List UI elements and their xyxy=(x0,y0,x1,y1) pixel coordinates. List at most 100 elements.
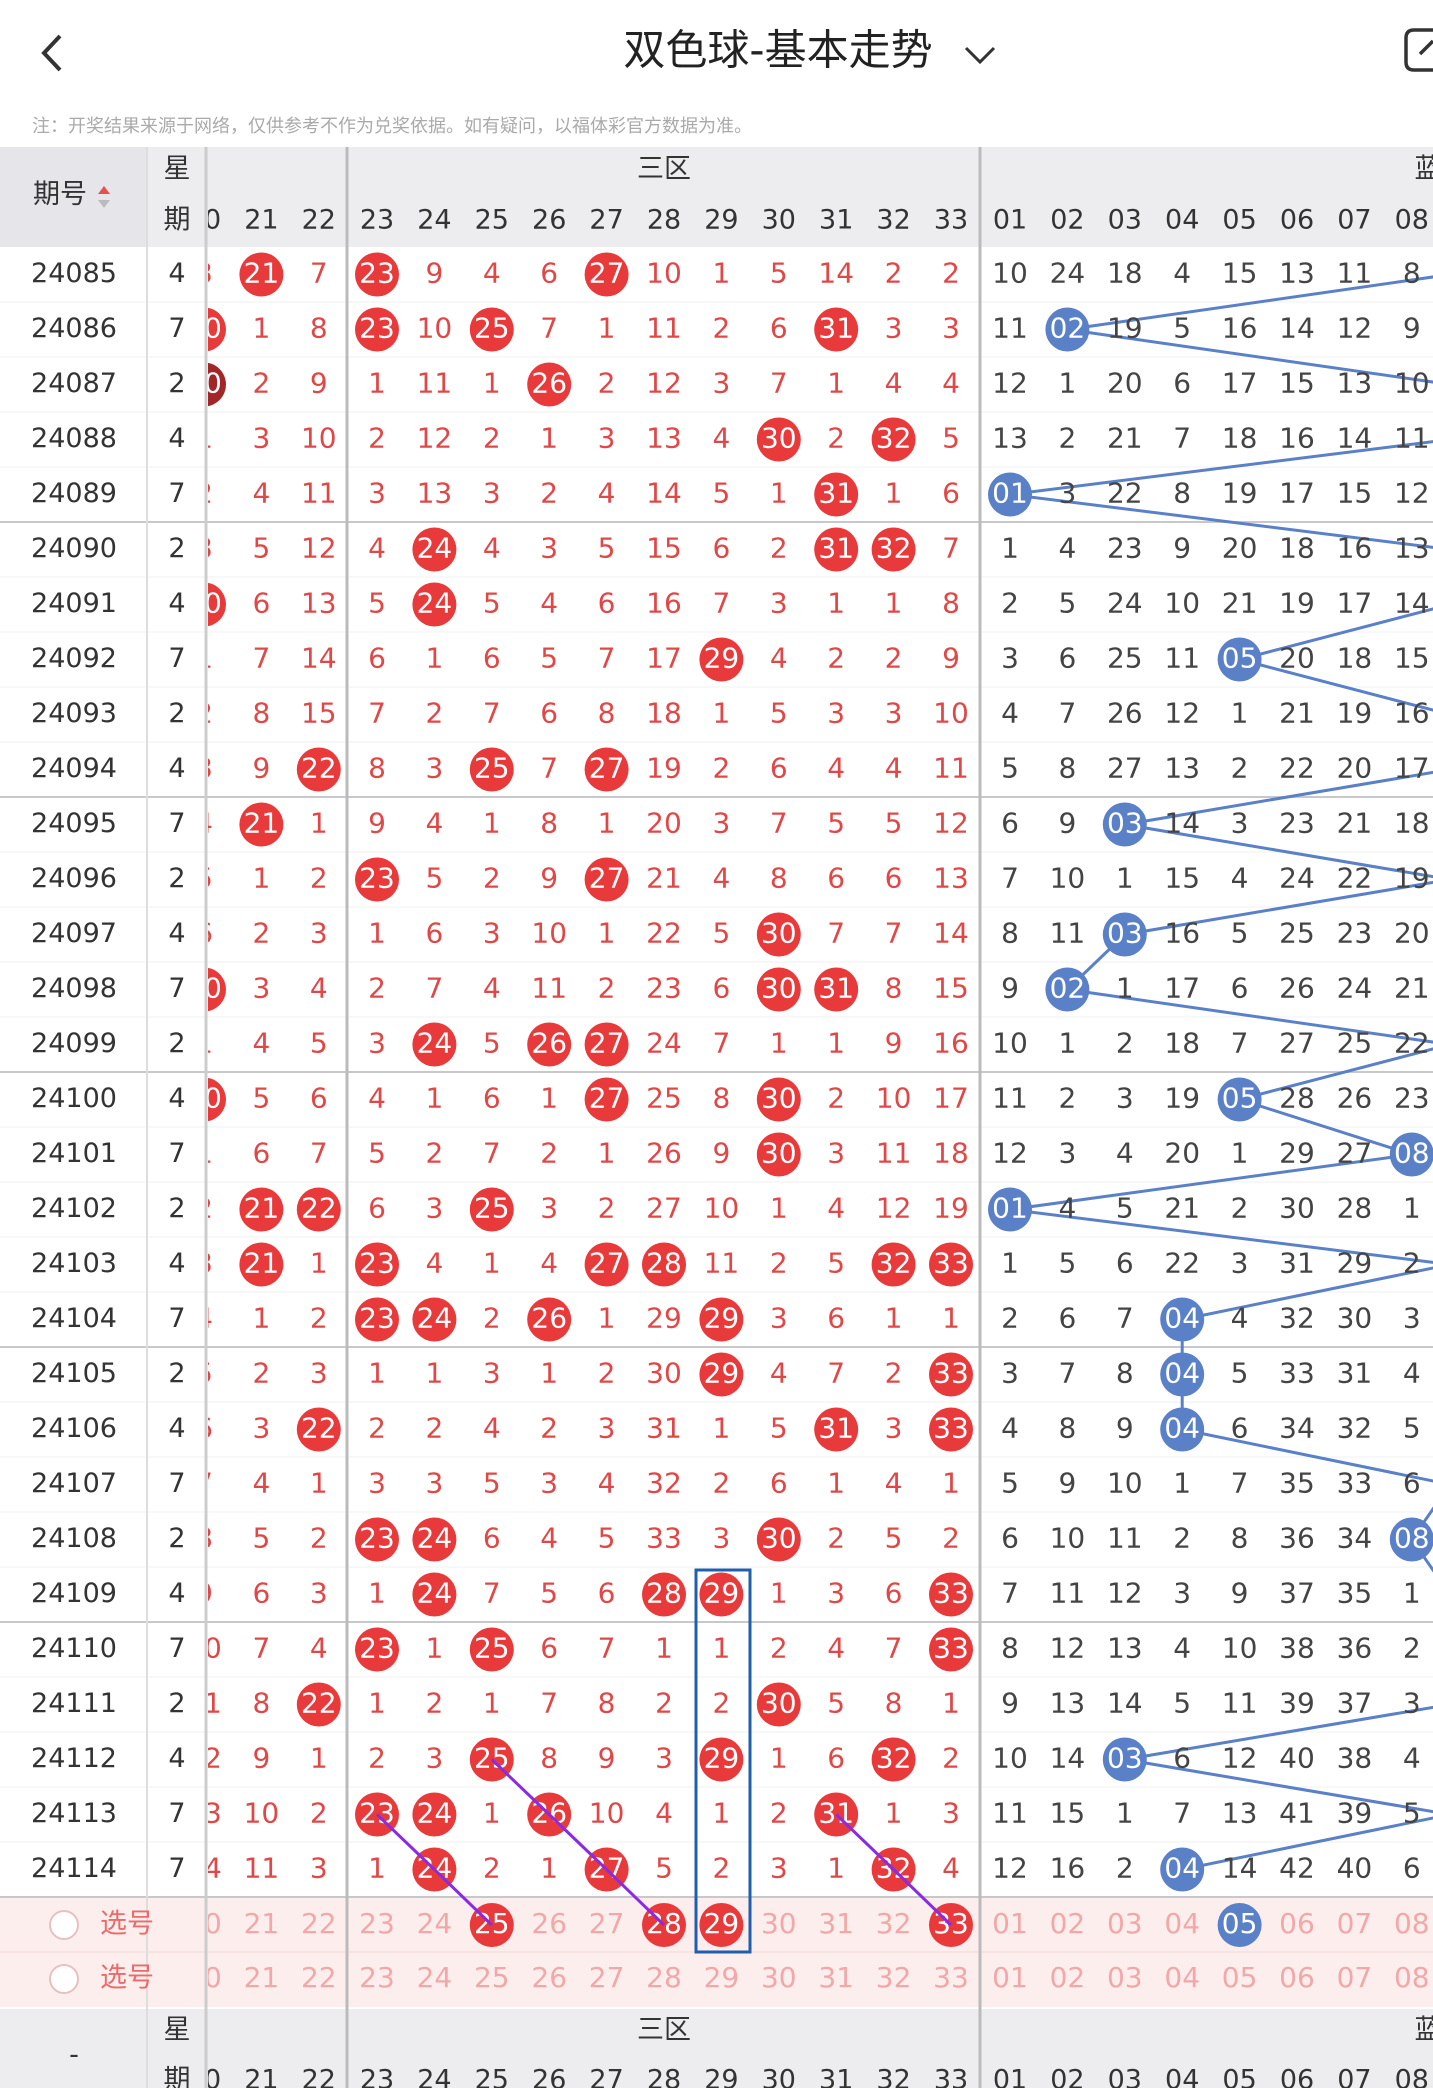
select-number[interactable]: 24 xyxy=(417,1961,453,1994)
select-number[interactable]: 26 xyxy=(531,1907,567,1940)
period: 24094 xyxy=(31,753,117,784)
red-omission: 21 xyxy=(646,862,682,895)
red-omission: 3 xyxy=(540,532,558,565)
blue-omission: 18 xyxy=(1394,807,1430,840)
title-dropdown[interactable] xyxy=(964,46,996,65)
red-omission: 6 xyxy=(252,1577,270,1610)
blue-omission: 19 xyxy=(1394,862,1430,895)
select-number[interactable]: 01 xyxy=(992,1961,1028,1994)
red-omission: 7 xyxy=(885,1632,903,1665)
red-omission: 1 xyxy=(598,807,616,840)
select-number[interactable]: 22 xyxy=(301,1961,337,1994)
blue-omission: 15 xyxy=(1222,257,1258,290)
weekday: 4 xyxy=(168,1578,185,1609)
red-ball[interactable] xyxy=(699,1903,744,1947)
period-header[interactable]: 期号 xyxy=(33,179,87,210)
select-number[interactable]: 04 xyxy=(1164,1961,1200,1994)
weekday: 7 xyxy=(168,1853,185,1884)
select-radio[interactable] xyxy=(49,1910,79,1940)
select-number[interactable]: 24 xyxy=(417,1907,453,1940)
select-number[interactable]: 05 xyxy=(1222,1961,1258,1994)
red-omission: 7 xyxy=(827,917,845,950)
back-button[interactable] xyxy=(41,34,62,72)
select-number[interactable]: 03 xyxy=(1107,1961,1143,1994)
period: 24112 xyxy=(31,1743,117,1774)
red-ball xyxy=(469,1187,514,1232)
select-label[interactable]: 选号 xyxy=(100,1909,154,1940)
red-ball-number: 32 xyxy=(876,422,912,455)
red-ball-number: 20 xyxy=(186,367,222,400)
blue-omission: 2 xyxy=(1001,587,1019,620)
red-omission: 2 xyxy=(712,1687,730,1720)
red-omission: 6 xyxy=(425,917,443,950)
blue-ball[interactable] xyxy=(1217,1903,1262,1947)
page-title[interactable]: 双色球-基本走势 xyxy=(623,26,932,75)
select-number[interactable]: 03 xyxy=(1107,1907,1143,1940)
select-number[interactable]: 25 xyxy=(474,1961,510,1994)
select-number[interactable]: 26 xyxy=(531,1961,567,1994)
red-ball-number[interactable]: 29 xyxy=(704,1907,740,1940)
blue-omission: 38 xyxy=(1279,1632,1315,1665)
select-number[interactable]: 29 xyxy=(704,1961,740,1994)
column-header: 06 xyxy=(1280,2065,1314,2088)
select-number[interactable]: 08 xyxy=(1394,1907,1430,1940)
red-omission: 2 xyxy=(368,1742,386,1775)
blue-omission: 16 xyxy=(1394,697,1430,730)
select-number[interactable]: 04 xyxy=(1164,1907,1200,1940)
select-number[interactable]: 21 xyxy=(244,1907,280,1940)
trend-line xyxy=(1009,493,1433,549)
select-number[interactable]: 07 xyxy=(1337,1907,1373,1940)
red-omission: 1 xyxy=(827,587,845,620)
select-label[interactable]: 选号 xyxy=(100,1963,154,1994)
blue-omission: 2 xyxy=(1231,1192,1249,1225)
blue-ball xyxy=(988,472,1032,517)
select-number[interactable]: 22 xyxy=(301,1907,337,1940)
select-number[interactable]: 06 xyxy=(1279,1907,1315,1940)
select-number[interactable]: 33 xyxy=(933,1961,969,1994)
select-number[interactable]: 02 xyxy=(1050,1907,1086,1940)
select-number[interactable]: 30 xyxy=(761,1907,797,1940)
select-number[interactable]: 20 xyxy=(186,1961,222,1994)
select-radio[interactable] xyxy=(49,1964,79,1994)
red-omission: 13 xyxy=(417,477,453,510)
select-number[interactable]: 20 xyxy=(186,1907,222,1940)
blue-ball-number[interactable]: 05 xyxy=(1222,1907,1258,1940)
select-number[interactable]: 27 xyxy=(589,1961,625,1994)
red-omission: 15 xyxy=(301,697,337,730)
red-omission: 3 xyxy=(310,1357,328,1390)
select-number[interactable]: 06 xyxy=(1279,1961,1315,1994)
weekday: 2 xyxy=(168,1688,185,1719)
column-header: 08 xyxy=(1395,205,1429,236)
select-number[interactable]: 32 xyxy=(876,1907,912,1940)
blue-omission: 5 xyxy=(1403,1797,1421,1830)
period: 24106 xyxy=(31,1413,117,1444)
sort-icon[interactable] xyxy=(98,200,110,208)
select-number[interactable]: 30 xyxy=(761,1961,797,1994)
blue-omission: 4 xyxy=(1001,1412,1019,1445)
select-number[interactable]: 27 xyxy=(589,1907,625,1940)
red-omission: 19 xyxy=(933,1192,969,1225)
select-number[interactable]: 31 xyxy=(818,1907,854,1940)
select-number[interactable]: 02 xyxy=(1050,1961,1086,1994)
blue-ball-number: 08 xyxy=(1394,1522,1430,1555)
select-number[interactable]: 28 xyxy=(646,1961,682,1994)
red-omission: 25 xyxy=(646,1082,682,1115)
red-omission: 2 xyxy=(827,1522,845,1555)
sort-icon[interactable] xyxy=(98,186,110,194)
select-number[interactable]: 23 xyxy=(359,1907,395,1940)
select-number[interactable]: 23 xyxy=(359,1961,395,1994)
red-omission: 4 xyxy=(483,972,501,1005)
select-number[interactable]: 31 xyxy=(818,1961,854,1994)
red-omission: 5 xyxy=(598,1522,616,1555)
red-omission: 3 xyxy=(885,1412,903,1445)
weekday: 7 xyxy=(168,808,185,839)
blue-omission: 42 xyxy=(1279,1852,1315,1885)
blue-omission: 9 xyxy=(1231,1577,1249,1610)
select-number[interactable]: 32 xyxy=(876,1961,912,1994)
select-number[interactable]: 21 xyxy=(244,1961,280,1994)
red-ball xyxy=(208,362,226,407)
select-number[interactable]: 07 xyxy=(1337,1961,1373,1994)
select-number[interactable]: 08 xyxy=(1394,1961,1430,1994)
share-button[interactable] xyxy=(1404,28,1433,72)
select-number[interactable]: 01 xyxy=(992,1907,1028,1940)
